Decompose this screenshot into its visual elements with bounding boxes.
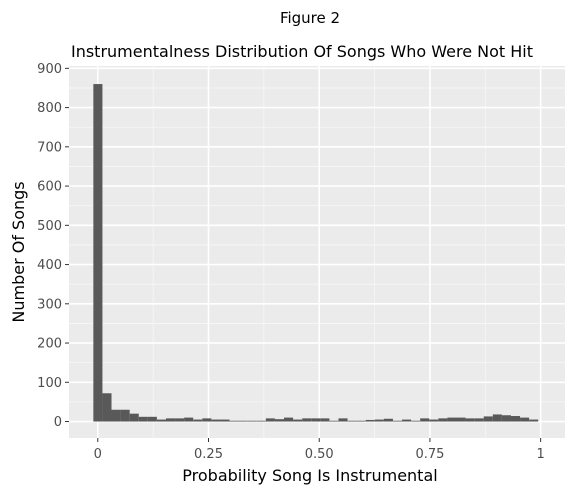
x-tick-label: 0.50 — [305, 447, 334, 462]
histogram-bar — [193, 419, 203, 422]
histogram-bar — [302, 418, 312, 422]
y-tick-label: 200 — [37, 337, 62, 352]
histogram-bar — [256, 420, 266, 422]
histogram-bar — [211, 419, 221, 422]
histogram-bar — [411, 420, 421, 422]
y-tick-label: 500 — [37, 219, 62, 234]
y-tick-label: 100 — [37, 376, 62, 391]
chart-title: Instrumentalness Distribution Of Songs W… — [71, 42, 533, 61]
histogram-bar — [293, 419, 303, 422]
x-tick-label: 0.25 — [194, 447, 223, 462]
x-axis: 0 0.25 0.50 0.75 1 — [94, 438, 545, 462]
figure-label: Figure 2 — [280, 9, 340, 27]
y-tick-label: 400 — [37, 258, 62, 273]
histogram-bar — [529, 419, 539, 422]
histogram-bar — [284, 417, 294, 422]
x-tick-label: 1 — [537, 447, 545, 462]
minor-gridlines — [69, 66, 565, 438]
histogram-bar — [338, 418, 348, 422]
histogram-bar — [420, 418, 430, 422]
histogram-bar — [520, 417, 530, 422]
histogram-bar — [329, 420, 339, 422]
x-tick-label: 0.75 — [415, 447, 444, 462]
y-axis: 0 100 200 300 400 500 600 700 800 900 — [37, 62, 69, 430]
histogram-bar — [429, 419, 439, 422]
histogram-bar — [220, 419, 230, 422]
histogram-bar — [247, 420, 257, 422]
histogram-bar — [347, 420, 357, 422]
histogram-bar — [474, 418, 484, 422]
histogram-bar — [456, 417, 466, 422]
histogram-bar — [311, 418, 321, 422]
histogram-bar — [320, 418, 330, 422]
histogram-bar — [465, 418, 475, 422]
histogram-bars — [93, 84, 539, 422]
histogram-bar — [402, 419, 412, 422]
histogram-bar — [483, 416, 493, 422]
histogram-bar — [129, 413, 139, 422]
histogram-bar — [202, 418, 212, 422]
y-tick-label: 900 — [37, 62, 62, 77]
y-axis-label: Number Of Songs — [9, 181, 28, 322]
histogram-bar — [365, 419, 375, 422]
y-tick-label: 0 — [54, 415, 62, 430]
histogram-bar — [147, 416, 157, 422]
histogram-bar — [156, 419, 166, 422]
histogram-bar — [274, 419, 285, 422]
histogram-bar — [265, 418, 275, 422]
histogram-bar — [510, 416, 521, 422]
histogram-bar — [438, 418, 448, 422]
histogram-bar — [111, 409, 121, 422]
histogram-bar — [175, 418, 185, 422]
histogram-bar — [165, 418, 176, 422]
plot-panel — [69, 66, 565, 438]
histogram-bar — [120, 409, 130, 422]
histogram-bar — [374, 419, 384, 422]
histogram-bar — [184, 417, 194, 422]
histogram-bar — [501, 415, 511, 422]
histogram-bar — [238, 420, 248, 422]
histogram-bar — [383, 418, 393, 422]
y-tick-label: 600 — [37, 180, 62, 195]
y-tick-label: 800 — [37, 101, 62, 116]
histogram-bar — [392, 420, 403, 422]
histogram-bar — [492, 414, 502, 422]
x-tick-label: 0 — [94, 447, 102, 462]
histogram-bar — [356, 420, 366, 422]
histogram-bar — [102, 393, 112, 422]
histogram-bar — [93, 84, 103, 422]
histogram-bar — [447, 417, 457, 422]
y-tick-label: 700 — [37, 140, 62, 155]
histogram-bar — [138, 416, 148, 422]
histogram-bar — [229, 420, 239, 422]
y-tick-label: 300 — [37, 297, 62, 312]
x-axis-label: Probability Song Is Instrumental — [182, 466, 437, 485]
